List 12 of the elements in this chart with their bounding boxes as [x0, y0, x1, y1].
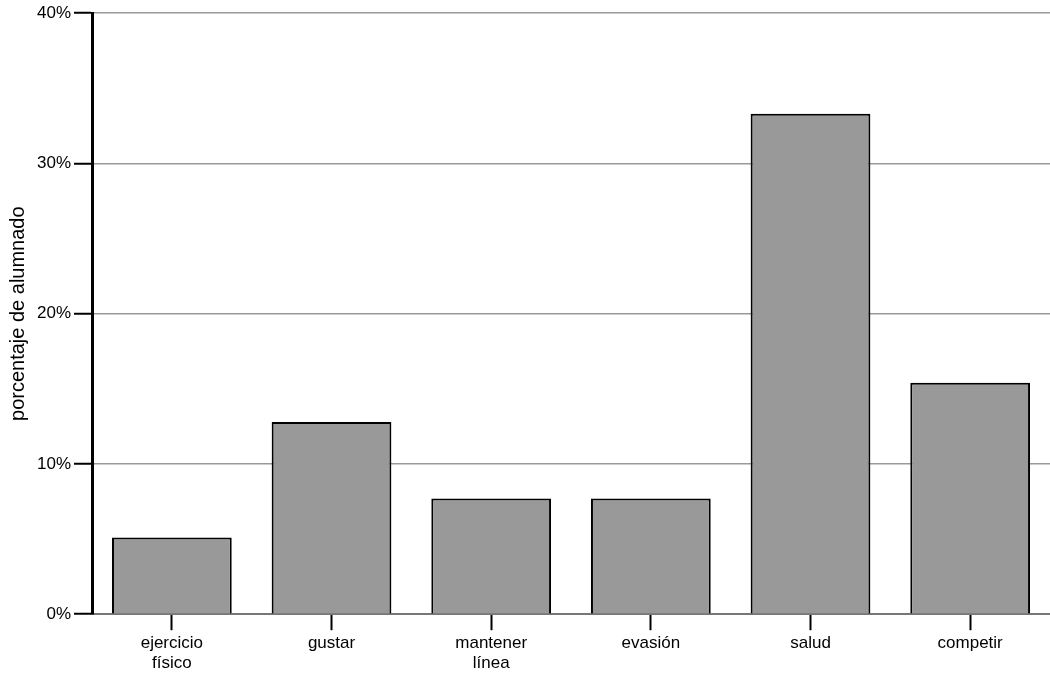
y-tick-label: 40% [36, 2, 72, 22]
y-tick-label: 10% [36, 453, 72, 473]
x-tick-label: gustar [307, 633, 356, 653]
x-tick-label: mantener línea [455, 633, 528, 673]
x-tick-label: evasión [621, 633, 681, 653]
y-tick-label: 30% [36, 153, 72, 173]
x-tick-label: ejercicio físico [140, 633, 204, 673]
x-tick-label: competir [937, 633, 1004, 653]
y-tick-label: 0% [46, 603, 72, 623]
y-tick-label: 20% [36, 303, 72, 323]
y-axis-title: porcentaje de alumnado [5, 206, 28, 421]
x-tick-label: salud [790, 633, 831, 653]
